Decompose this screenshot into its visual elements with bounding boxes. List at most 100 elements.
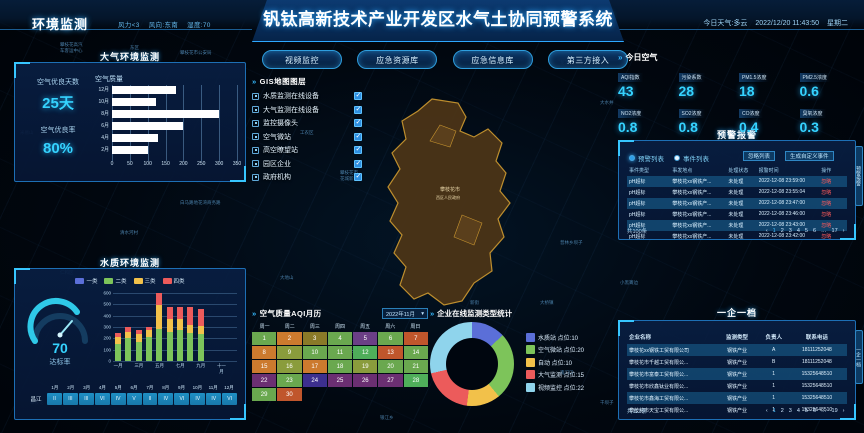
- calendar-day[interactable]: 19: [353, 360, 378, 373]
- checkbox-icon[interactable]: [354, 159, 362, 168]
- page-link[interactable]: 1: [772, 408, 776, 414]
- gis-item-cameras[interactable]: 监控摄像头: [252, 118, 362, 128]
- alarm-page-links[interactable]: ‹ 1 2 3 4 5 6 … 17 ›: [763, 228, 847, 234]
- tab-emergency-resources[interactable]: 应急资源库: [357, 50, 438, 69]
- calendar-day[interactable]: 13: [378, 346, 403, 359]
- ignore-action[interactable]: 忽略: [821, 190, 832, 196]
- calendar-day[interactable]: 3: [302, 332, 327, 345]
- donut-legend-item[interactable]: 大气监测 点位:15: [526, 370, 584, 380]
- gis-item-park-enterprises[interactable]: 园区企业: [252, 159, 362, 169]
- calendar-day[interactable]: 28: [403, 374, 428, 387]
- calendar-day[interactable]: 23: [277, 374, 302, 387]
- calendar-day[interactable]: 18: [327, 360, 353, 373]
- calendar-day[interactable]: 16: [277, 360, 302, 373]
- ignore-action[interactable]: 忽略: [821, 234, 832, 240]
- legend-item[interactable]: 二类: [104, 277, 127, 285]
- table-row[interactable]: 攀枝花市富泰工贸有限公... 钢铁产业 1 15325648510: [627, 368, 847, 380]
- page-link[interactable]: 1: [772, 228, 776, 234]
- page-link[interactable]: 6: [812, 408, 817, 414]
- page-link[interactable]: 3: [788, 228, 792, 234]
- calendar-day[interactable]: 1: [252, 332, 277, 345]
- table-row[interactable]: 攀枝花市鑫海工贸有限公... 钢铁产业 1 15325648510: [627, 392, 847, 404]
- company-side-tab[interactable]: 一企一档: [855, 330, 863, 384]
- page-link[interactable]: 4: [796, 228, 800, 234]
- page-link[interactable]: 4: [796, 408, 800, 414]
- checkbox-icon[interactable]: [354, 145, 362, 154]
- calendar-day[interactable]: 29: [252, 388, 277, 401]
- page-link[interactable]: 2: [780, 408, 784, 414]
- create-event-button[interactable]: 生成自定义事件: [785, 151, 834, 161]
- radio-warning-list[interactable]: 预警列表: [629, 153, 664, 163]
- table-row[interactable]: pH超标 攀枝花xx钢铁产... 未处理 2022-12-08 23:42:00 忽略: [627, 231, 847, 242]
- page-link[interactable]: 5: [804, 408, 808, 414]
- calendar-day[interactable]: 21: [403, 360, 428, 373]
- calendar-day[interactable]: 20: [378, 360, 403, 373]
- checkbox-icon[interactable]: [354, 118, 362, 127]
- next-page[interactable]: ›: [842, 408, 845, 414]
- calendar-day[interactable]: 25: [327, 374, 353, 387]
- legend-item[interactable]: 四类: [162, 277, 185, 285]
- calendar-day[interactable]: 24: [302, 374, 327, 387]
- gis-item-air-devices[interactable]: 大气监测在线设备: [252, 105, 362, 115]
- calendar-day[interactable]: 22: [252, 374, 277, 387]
- ignore-action[interactable]: 忽略: [821, 223, 832, 229]
- table-row[interactable]: 攀枝花市千越工贸有限公... 钢铁产业 B 18111252048: [629, 358, 832, 366]
- calendar-day[interactable]: 30: [277, 388, 302, 401]
- ignore-list-button[interactable]: 忽略列表: [743, 151, 776, 161]
- ignore-action[interactable]: 忽略: [821, 212, 832, 218]
- calendar-day[interactable]: 11: [327, 346, 353, 359]
- calendar-day[interactable]: 14: [403, 346, 428, 359]
- page-link[interactable]: …: [821, 228, 827, 234]
- table-row[interactable]: 攀枝花市天宝工贸有限公... 钢铁产业 1 15325648510: [629, 406, 833, 414]
- company-page-links[interactable]: ‹ 1 2 3 4 5 6 … 19 ›: [763, 408, 847, 414]
- table-row[interactable]: pH超标 攀枝花xx钢铁产... 未处理 2022-12-08 23:59:00 忽略: [627, 176, 847, 187]
- ignore-action[interactable]: 忽略: [821, 201, 832, 207]
- gis-item-water-devices[interactable]: 水质监测在线设备: [252, 91, 362, 101]
- checkbox-icon[interactable]: [354, 105, 362, 114]
- calendar-day[interactable]: 7: [403, 332, 428, 345]
- legend-item[interactable]: 一类: [75, 277, 97, 285]
- prev-page[interactable]: ‹: [765, 228, 768, 234]
- prev-page[interactable]: ‹: [765, 408, 768, 414]
- calendar-day[interactable]: 9: [277, 346, 302, 359]
- donut-legend-item[interactable]: 自动 点位:10: [526, 357, 584, 367]
- calendar-day[interactable]: 27: [378, 374, 403, 387]
- page-link[interactable]: 6: [812, 228, 817, 234]
- calendar-day[interactable]: 15: [252, 360, 277, 373]
- table-row[interactable]: pH超标 攀枝花xx钢铁产... 未处理 2022-12-08 23:55:04 忽略: [627, 187, 847, 198]
- page-link[interactable]: 2: [780, 228, 784, 234]
- page-link[interactable]: 5: [804, 228, 808, 234]
- table-row[interactable]: pH超标 攀枝花xx钢铁产... 未处理 2022-12-08 23:47:00 忽略: [627, 198, 847, 209]
- calendar-day[interactable]: 10: [302, 346, 327, 359]
- tab-emergency-info[interactable]: 应急信息库: [452, 50, 533, 69]
- table-row[interactable]: pH超标 攀枝花xx钢铁产... 未处理 2022-12-08 23:46:00 忽略: [627, 209, 847, 220]
- alarm-side-tab[interactable]: 预警报警: [855, 146, 863, 206]
- table-row[interactable]: 攀枝花市欣鑫钛业有限公... 钢铁产业 1 15325648510: [629, 382, 833, 390]
- donut-legend-item[interactable]: 水质站 点位:10: [526, 332, 584, 342]
- donut-legend-item[interactable]: 视频监控 点位:22: [526, 382, 584, 392]
- calendar-day[interactable]: 8: [252, 346, 277, 359]
- next-page[interactable]: ›: [842, 228, 845, 234]
- tab-third-party[interactable]: 第三方接入: [547, 50, 628, 69]
- page-link[interactable]: 3: [788, 408, 792, 414]
- calendar-day[interactable]: 4: [327, 332, 353, 345]
- gis-item-watchtower[interactable]: 高空瞭望站: [252, 145, 362, 155]
- page-link[interactable]: …: [821, 408, 827, 414]
- page-link[interactable]: 19: [831, 408, 838, 414]
- calendar-day[interactable]: 12: [353, 346, 378, 359]
- calendar-day[interactable]: 17: [302, 360, 327, 373]
- calendar-day[interactable]: 2: [277, 332, 302, 345]
- checkbox-icon[interactable]: [354, 172, 362, 181]
- tab-video-monitor[interactable]: 视频监控: [262, 50, 342, 69]
- gis-item-government[interactable]: 政府机构: [252, 172, 362, 182]
- gis-item-air-microstation[interactable]: 空气微站: [252, 132, 362, 142]
- donut-legend-item[interactable]: 空气微站 点位:20: [526, 345, 584, 355]
- table-row[interactable]: 攀枝花xx钢铁工贸有限公司 钢铁产业 A 18111252048: [627, 344, 847, 356]
- radio-event-list[interactable]: 事件列表: [674, 153, 709, 163]
- checkbox-icon[interactable]: [354, 132, 362, 141]
- calendar-day[interactable]: 6: [378, 332, 403, 345]
- legend-item[interactable]: 三类: [133, 277, 156, 285]
- page-link[interactable]: 17: [831, 228, 838, 234]
- checkbox-icon[interactable]: [354, 91, 362, 100]
- calendar-day[interactable]: 26: [353, 374, 378, 387]
